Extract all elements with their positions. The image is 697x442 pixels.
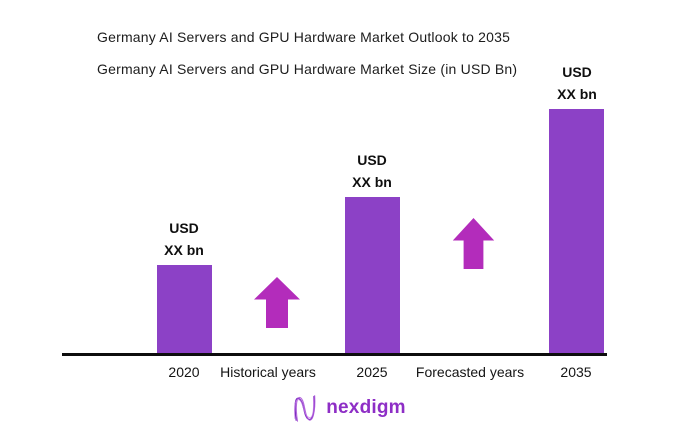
value-amount-text: XX bn — [352, 174, 392, 190]
value-amount-text: XX bn — [557, 86, 597, 102]
x-axis-line — [62, 353, 607, 356]
axis-label-forecasted-years: Forecasted years — [415, 364, 525, 380]
value-amount-text: XX bn — [164, 242, 204, 258]
chart-subtitle: Germany AI Servers and GPU Hardware Mark… — [97, 61, 518, 77]
axis-label-2020: 2020 — [168, 364, 200, 380]
bar-2020 — [157, 265, 212, 354]
bar-value-label-2035: USD XX bn — [557, 61, 597, 105]
nexdigm-logo-icon — [293, 395, 315, 422]
value-currency-text: USD — [562, 64, 592, 80]
nexdigm-logo-text: nexdigm — [326, 396, 406, 418]
bar-value-label-2025: USD XX bn — [352, 149, 392, 193]
axis-label-2035: 2035 — [560, 364, 592, 380]
axis-label-historical-years: Historical years — [220, 364, 316, 380]
bar-2035 — [549, 109, 604, 354]
chart-title: Germany AI Servers and GPU Hardware Mark… — [97, 29, 511, 45]
bar-2025 — [345, 197, 400, 354]
value-currency-text: USD — [357, 152, 387, 168]
axis-label-2025: 2025 — [356, 364, 388, 380]
value-currency-text: USD — [169, 220, 199, 236]
brand-logo: nexdigm — [291, 392, 406, 423]
growth-arrow-forecast-icon — [452, 218, 495, 269]
growth-arrow-historical-icon — [254, 277, 300, 328]
bar-value-label-2020: USD XX bn — [164, 217, 204, 261]
